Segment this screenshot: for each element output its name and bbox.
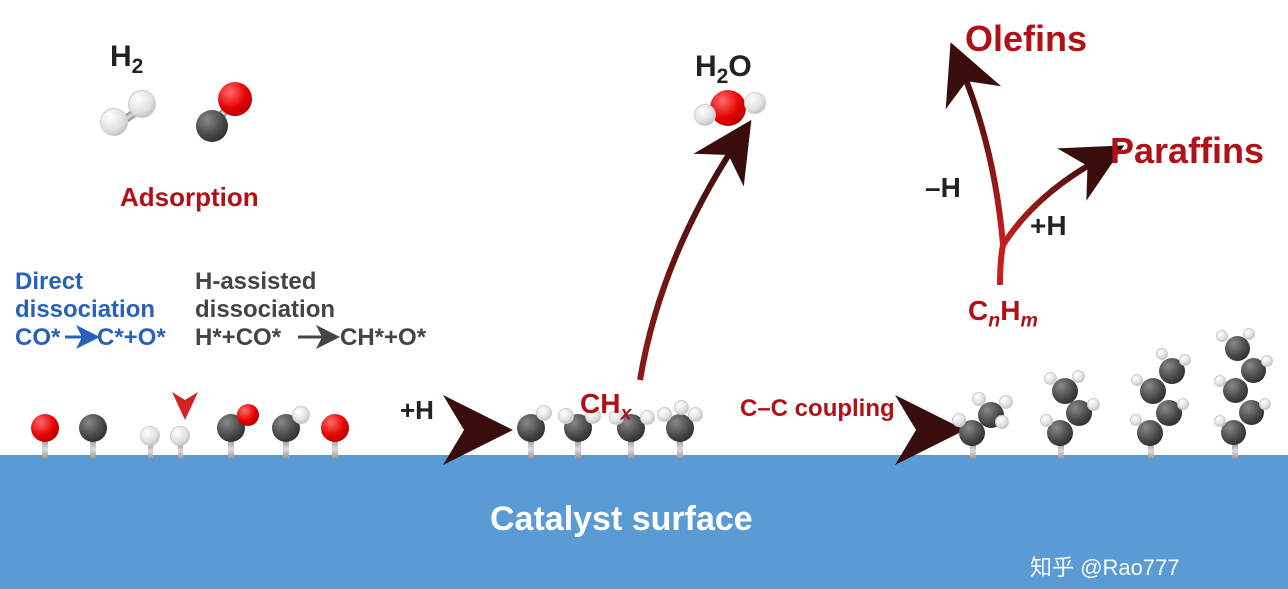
paraffins-label: Paraffins: [1110, 130, 1264, 172]
chx-to-h2o-arrow: [640, 145, 735, 380]
direct-line3a: CO*: [15, 324, 60, 352]
cc-coupling-label: C–C coupling: [740, 395, 895, 423]
catalyst-surface-label: Catalyst surface: [490, 500, 753, 539]
direct-line2: dissociation: [15, 296, 155, 324]
h2o-label: H2O: [695, 50, 752, 89]
watermark: 知乎 @Rao777: [1030, 550, 1180, 582]
hassisted-line2: dissociation: [195, 296, 335, 324]
to-olefins-arrow: [962, 70, 1003, 245]
cnhm-label: CnHm: [968, 295, 1038, 333]
hassisted-line3a: H*+CO*: [195, 324, 281, 352]
plus-h2-label: +H: [1030, 210, 1067, 242]
chx-label: CHx: [580, 388, 631, 426]
direct-line3b: C*+O*: [97, 324, 166, 352]
hassisted-line1: H-assisted: [195, 268, 316, 296]
olefins-label: Olefins: [965, 18, 1087, 60]
adsorption-label: Adsorption: [120, 182, 259, 213]
minus-h-label: –H: [925, 172, 961, 204]
h2-label: H2: [110, 40, 143, 79]
cnhm-base: [1000, 245, 1003, 285]
direct-line1: Direct: [15, 268, 83, 296]
plus-h-label: +H: [400, 395, 434, 426]
hassisted-line3b: CH*+O*: [340, 324, 426, 352]
